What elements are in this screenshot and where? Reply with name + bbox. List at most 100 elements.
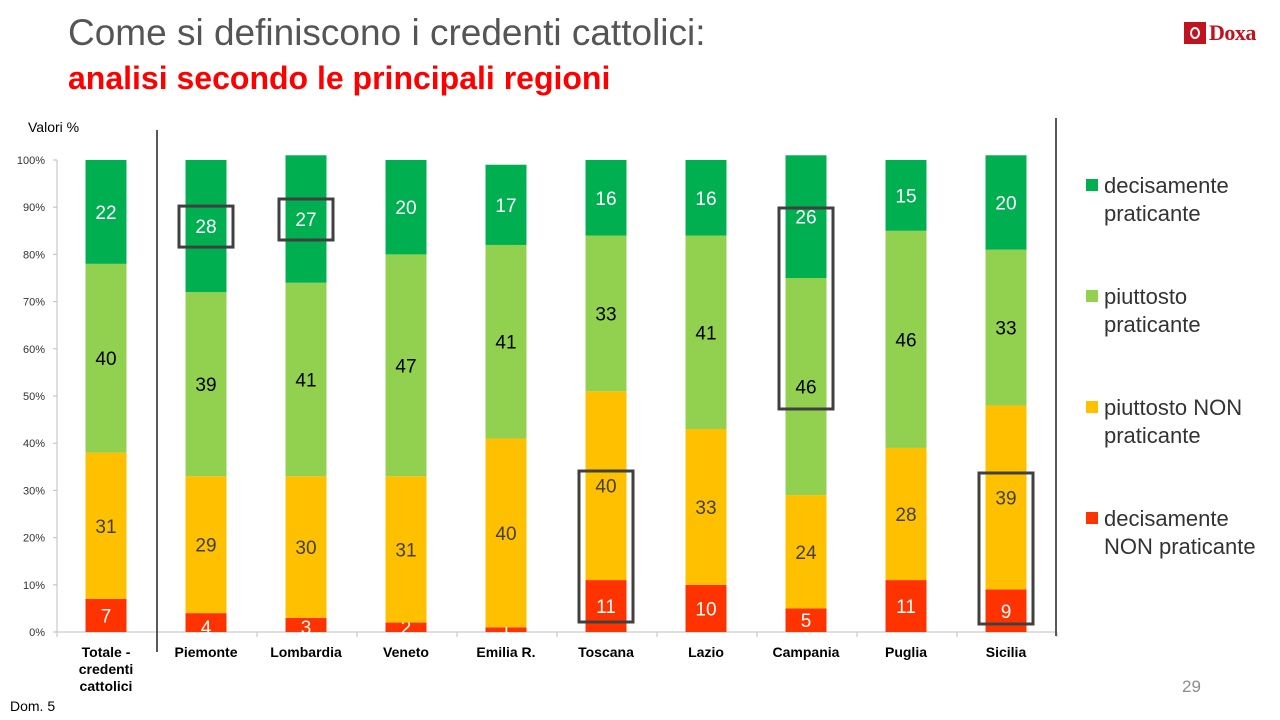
bar-segment [385,160,427,255]
x-tick-label: Campania [773,644,840,660]
data-label: 40 [595,477,616,498]
legend-label: piuttosto NON praticante [1104,395,1243,448]
legend-swatch-icon [1086,179,1098,191]
legend-item-piuttosto-praticante: piuttosto praticante [1086,283,1264,339]
data-label: 41 [295,370,316,391]
legend-item-decisamente-praticante: decisamente praticante [1086,172,1264,228]
bar-segment [685,235,727,430]
doxa-logo-text: Doxa [1209,20,1256,45]
y-tick-label: 100% [17,155,45,167]
data-label: 22 [95,203,116,224]
data-label: 24 [795,543,817,564]
doxa-logo-icon [1184,22,1206,44]
data-label: 20 [395,198,416,219]
stacked-bar-chart: 0% 10% 20% 30% 40% 50% 60% 70% 80% 90% 100% Totale … [17,118,1058,694]
data-label: 27 [295,210,316,231]
x-tick-label: Puglia [885,644,927,660]
y-tick-label: 60% [23,344,45,356]
legend-label: decisamente praticante [1104,173,1229,226]
bar-segment [585,391,627,581]
bar-segment [685,429,727,585]
bar-segment [185,476,227,614]
legend-swatch-icon [1086,290,1098,302]
data-label: 31 [395,540,416,561]
bar-segment [785,495,827,609]
highlight-box [177,204,235,249]
highlight-box [277,197,335,242]
data-label: 31 [95,517,116,538]
data-label: 39 [195,375,216,396]
data-label: 3 [301,618,312,639]
data-label: 39 [995,488,1016,509]
bar-segment [985,405,1027,590]
y-tick-label: 10% [23,580,45,592]
bar-segment [185,160,227,293]
x-tick-label: Lombardia [270,644,342,660]
bar-segment [785,608,827,632]
bar-segment [85,160,127,264]
x-tick-label: Veneto [383,644,429,660]
bar-segment [285,617,327,632]
x-tick-label: Toscana [578,644,634,660]
bar-segment [85,598,127,632]
data-label: 9 [1001,602,1012,623]
bar-segment [285,282,327,477]
data-label: 11 [596,597,616,618]
bar-segment [385,622,427,632]
bar-segment [585,160,627,236]
x-tick-label: Emilia R. [476,644,535,660]
bar-segment [885,447,927,581]
unit-label: Valori % [28,119,80,135]
data-label: 41 [495,333,516,354]
data-label: 40 [95,349,116,370]
data-label: 10 [695,599,716,620]
bar-segment [485,627,527,632]
y-tick-label: 0% [29,627,45,639]
footnote: Dom. 5 [10,698,56,714]
y-tick-label: 80% [23,249,45,261]
y-tick-label: 90% [23,202,45,214]
data-label: 33 [695,498,716,519]
bar-segment [685,160,727,236]
bar-segment [685,584,727,632]
data-label: 28 [195,217,216,238]
data-label: 2 [401,618,412,639]
data-label: 16 [695,189,716,210]
bar-segment [985,249,1027,406]
y-tick-label: 40% [23,438,45,450]
bar-segment [485,164,527,245]
data-label: 41 [695,323,716,344]
data-label: 46 [895,330,916,351]
data-label: 46 [795,378,816,399]
y-tick-label: 20% [23,533,45,545]
data-label: 15 [895,186,916,207]
bar-segment [885,160,927,231]
bar-segment [285,155,327,283]
bar-segment [185,613,227,632]
data-label: 1 [501,618,512,639]
data-label: 17 [495,196,516,217]
bar-segment [785,155,827,278]
bar-segment [85,263,127,453]
bar-segment [485,438,527,628]
legend-label: decisamente NON praticante [1104,506,1256,559]
bar-segment [485,244,527,439]
data-label: 20 [995,193,1016,214]
data-label: 5 [801,611,812,632]
data-label: 33 [595,304,616,325]
bar-segment [785,278,827,496]
bar-segment [385,476,427,623]
highlight-box [977,471,1035,626]
data-label: 30 [295,538,316,559]
doxa-logo: Doxa [1184,20,1256,46]
bar-segment [85,452,127,599]
legend-label: piuttosto praticante [1104,284,1201,337]
page-subtitle: analisi secondo le principali regioni [68,60,611,96]
bar-segment [385,254,427,477]
bar-segment [185,292,227,477]
y-tick-label: 50% [23,391,45,403]
page-title: Come si definiscono i credenti cattolici… [68,12,706,53]
data-label: 11 [896,597,916,618]
bar-segment [885,580,927,632]
legend-item-piuttosto-non-praticante: piuttosto NON praticante [1086,394,1264,450]
